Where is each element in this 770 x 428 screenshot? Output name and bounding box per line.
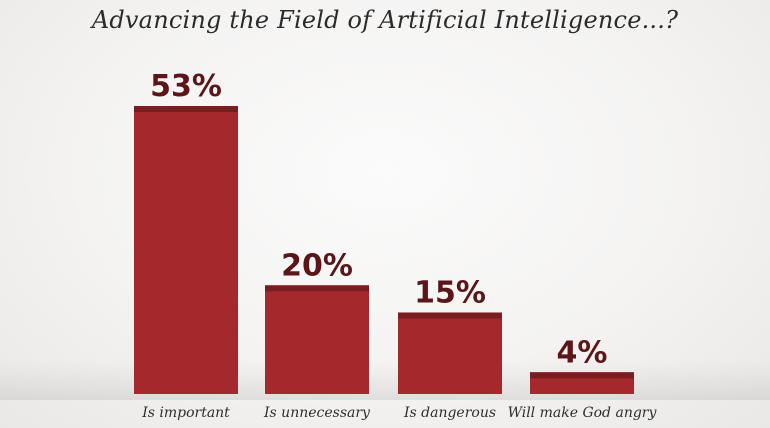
category-label: Is unnecessary (263, 405, 371, 421)
floor-shadow (0, 360, 770, 400)
chart-title: Advancing the Field of Artificial Intell… (91, 6, 679, 34)
bar-top-cap (134, 106, 238, 112)
bar (134, 106, 238, 394)
bar-group: 53% Is important (134, 69, 238, 421)
bar-group: 15% Is dangerous (398, 275, 502, 421)
bar-group: 4% Will make God angry (508, 335, 658, 421)
bar (398, 312, 502, 394)
bar-top-cap (265, 285, 369, 292)
bar-value-label: 53% (150, 69, 222, 104)
category-label: Is important (141, 405, 230, 421)
bar-value-label: 15% (414, 275, 486, 310)
bar-top-cap (398, 312, 502, 319)
bar-top-cap (530, 372, 634, 379)
bar-value-label: 4% (557, 335, 608, 370)
bar-group: 20% Is unnecessary (263, 248, 371, 421)
bar (265, 285, 369, 394)
category-label: Is dangerous (403, 405, 496, 421)
category-label: Will make God angry (508, 405, 658, 421)
bar-value-label: 20% (281, 248, 353, 283)
